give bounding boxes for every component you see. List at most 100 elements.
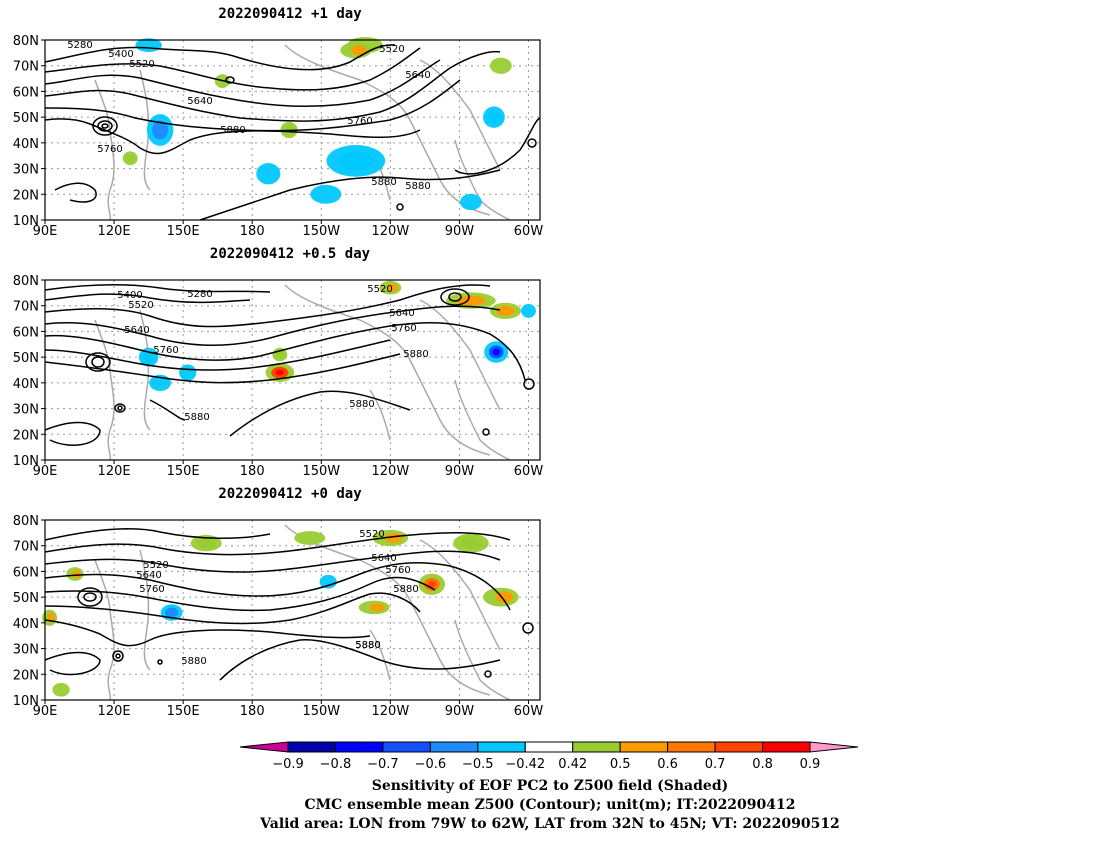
lat-tick-label: 60N — [13, 325, 39, 340]
z500-closed-contour — [523, 378, 535, 390]
colorbar: −0.9 −0.8 −0.7 −0.6 −0.5 −0.42 0.42 0.5 0.6 0.7 0.… — [239, 741, 859, 772]
contour-label: 5280 — [187, 289, 212, 300]
z500-contour — [44, 118, 421, 155]
contour-label: 5760 — [385, 565, 410, 576]
coastline — [419, 299, 501, 411]
coastline — [369, 629, 391, 681]
z500-contour — [44, 50, 501, 122]
lon-tick-label: 180 — [240, 224, 265, 239]
lon-tick-label: 120E — [98, 704, 131, 719]
lat-tick-label: 60N — [13, 85, 39, 100]
lat-tick-label: 50N — [13, 111, 39, 126]
sensitivity-patch-core — [492, 348, 500, 356]
contour-label: 5880 — [355, 640, 380, 651]
sensitivity-patch-mid — [460, 537, 482, 549]
lon-tick-label: 150W — [302, 224, 340, 239]
lon-tick-label: 90W — [445, 704, 475, 719]
z500-contour — [44, 550, 501, 573]
contour-label: 5880 — [349, 399, 374, 410]
sensitivity-patch — [52, 682, 70, 697]
panel-title-1: 2022090412 +1 day — [218, 6, 362, 22]
contour-label: 5880 — [393, 584, 418, 595]
colorbar-label: 0.7 — [705, 757, 726, 772]
colorbar-label: −0.5 — [462, 757, 494, 772]
z500-closed-contour — [114, 403, 126, 413]
z500-contour — [44, 321, 526, 381]
colorbar-swatch — [762, 741, 811, 753]
colorbar-swatch — [334, 741, 384, 753]
plot-frame — [44, 279, 541, 461]
contour-label: 5880 — [405, 181, 430, 192]
z500-closed-contour — [527, 138, 537, 148]
z500-closed-contour — [157, 659, 163, 665]
contour-label: 5880 — [220, 125, 245, 136]
lon-tick-label: 150E — [167, 224, 200, 239]
sensitivity-patch-mid — [338, 151, 374, 171]
z500-closed-contour — [85, 352, 111, 372]
z500-contour — [44, 421, 101, 446]
z500-contour — [149, 390, 411, 437]
z500-contour — [44, 283, 271, 293]
contour-label: 5400 — [117, 290, 142, 301]
sensitivity-patch-mid — [196, 538, 216, 549]
contour-label: 5520 — [129, 59, 154, 70]
z500-contour — [454, 117, 541, 175]
z500-contour — [44, 44, 396, 71]
sensitivity-patch-mid — [275, 350, 285, 359]
z500-closed-contour — [97, 120, 113, 132]
z500-closed-contour — [101, 123, 109, 129]
lat-tick-label: 80N — [13, 34, 39, 49]
lat-tick-label: 30N — [13, 163, 39, 178]
lon-tick-label: 90E — [33, 704, 58, 719]
lat-tick-label: 50N — [13, 591, 39, 606]
caption-line-2: CMC ensemble mean Z500 (Contour); unit(m… — [304, 797, 796, 813]
sensitivity-patch-core — [387, 283, 398, 292]
z500-contour — [219, 639, 501, 681]
contour-label: 5520 — [359, 529, 384, 540]
lon-tick-label: 60W — [514, 224, 544, 239]
sensitivity-patch — [319, 574, 337, 589]
z500-closed-contour — [225, 76, 235, 84]
panel-title-3: 2022090412 +0 day — [218, 486, 362, 502]
colorbar-swatch — [382, 741, 431, 753]
lon-tick-label: 60W — [514, 464, 544, 479]
z500-closed-contour — [440, 288, 470, 306]
coastline — [454, 379, 511, 461]
lat-tick-label: 70N — [13, 60, 39, 75]
sensitivity-patch-mid — [152, 120, 169, 140]
contour-label: 5640 — [389, 308, 414, 319]
sensitivity-patch — [294, 531, 326, 545]
contour-label: 5520 — [379, 44, 404, 55]
contour-label: 5640 — [405, 70, 430, 81]
contour-label: 5760 — [347, 116, 372, 127]
map-svg-1: 5280540055205520564056405760576058805880… — [13, 34, 544, 239]
contour-label: 5880 — [184, 412, 209, 423]
colorbar-swatch — [429, 741, 479, 753]
z500-closed-contour — [482, 428, 490, 436]
z500-contour — [44, 293, 251, 304]
colorbar-label: −0.7 — [367, 757, 399, 772]
colorbar-swatch — [477, 741, 526, 753]
lon-tick-label: 120E — [98, 464, 131, 479]
coastline — [139, 309, 151, 431]
sensitivity-patch — [310, 184, 342, 204]
map-panel-2: 2022090412 +0.5 day 5400 5280 5520 5520 5640… — [0, 240, 560, 480]
z500-closed-contour — [522, 622, 534, 634]
coastline — [454, 619, 511, 701]
sensitivity-patch-core — [72, 569, 81, 579]
lat-tick-label: 70N — [13, 300, 39, 315]
sensitivity-patch — [256, 163, 281, 185]
colorbar-label: −0.6 — [415, 757, 447, 772]
colorbar-swatch — [572, 741, 621, 753]
colorbar-label: 0.8 — [752, 757, 773, 772]
sensitivity-patch-mid — [487, 110, 501, 124]
sensitivity-patch — [521, 304, 536, 318]
lat-tick-label: 80N — [13, 274, 39, 289]
map-panel-1: 2022090412 +1 day 5280 5400 5520 5520 5640 56… — [0, 0, 560, 240]
colorbar-label: −0.42 — [505, 757, 545, 772]
lat-tick-label: 40N — [13, 617, 39, 632]
lon-tick-label: 120W — [372, 464, 410, 479]
z500-contour — [44, 592, 421, 625]
lon-tick-label: 120E — [98, 224, 131, 239]
